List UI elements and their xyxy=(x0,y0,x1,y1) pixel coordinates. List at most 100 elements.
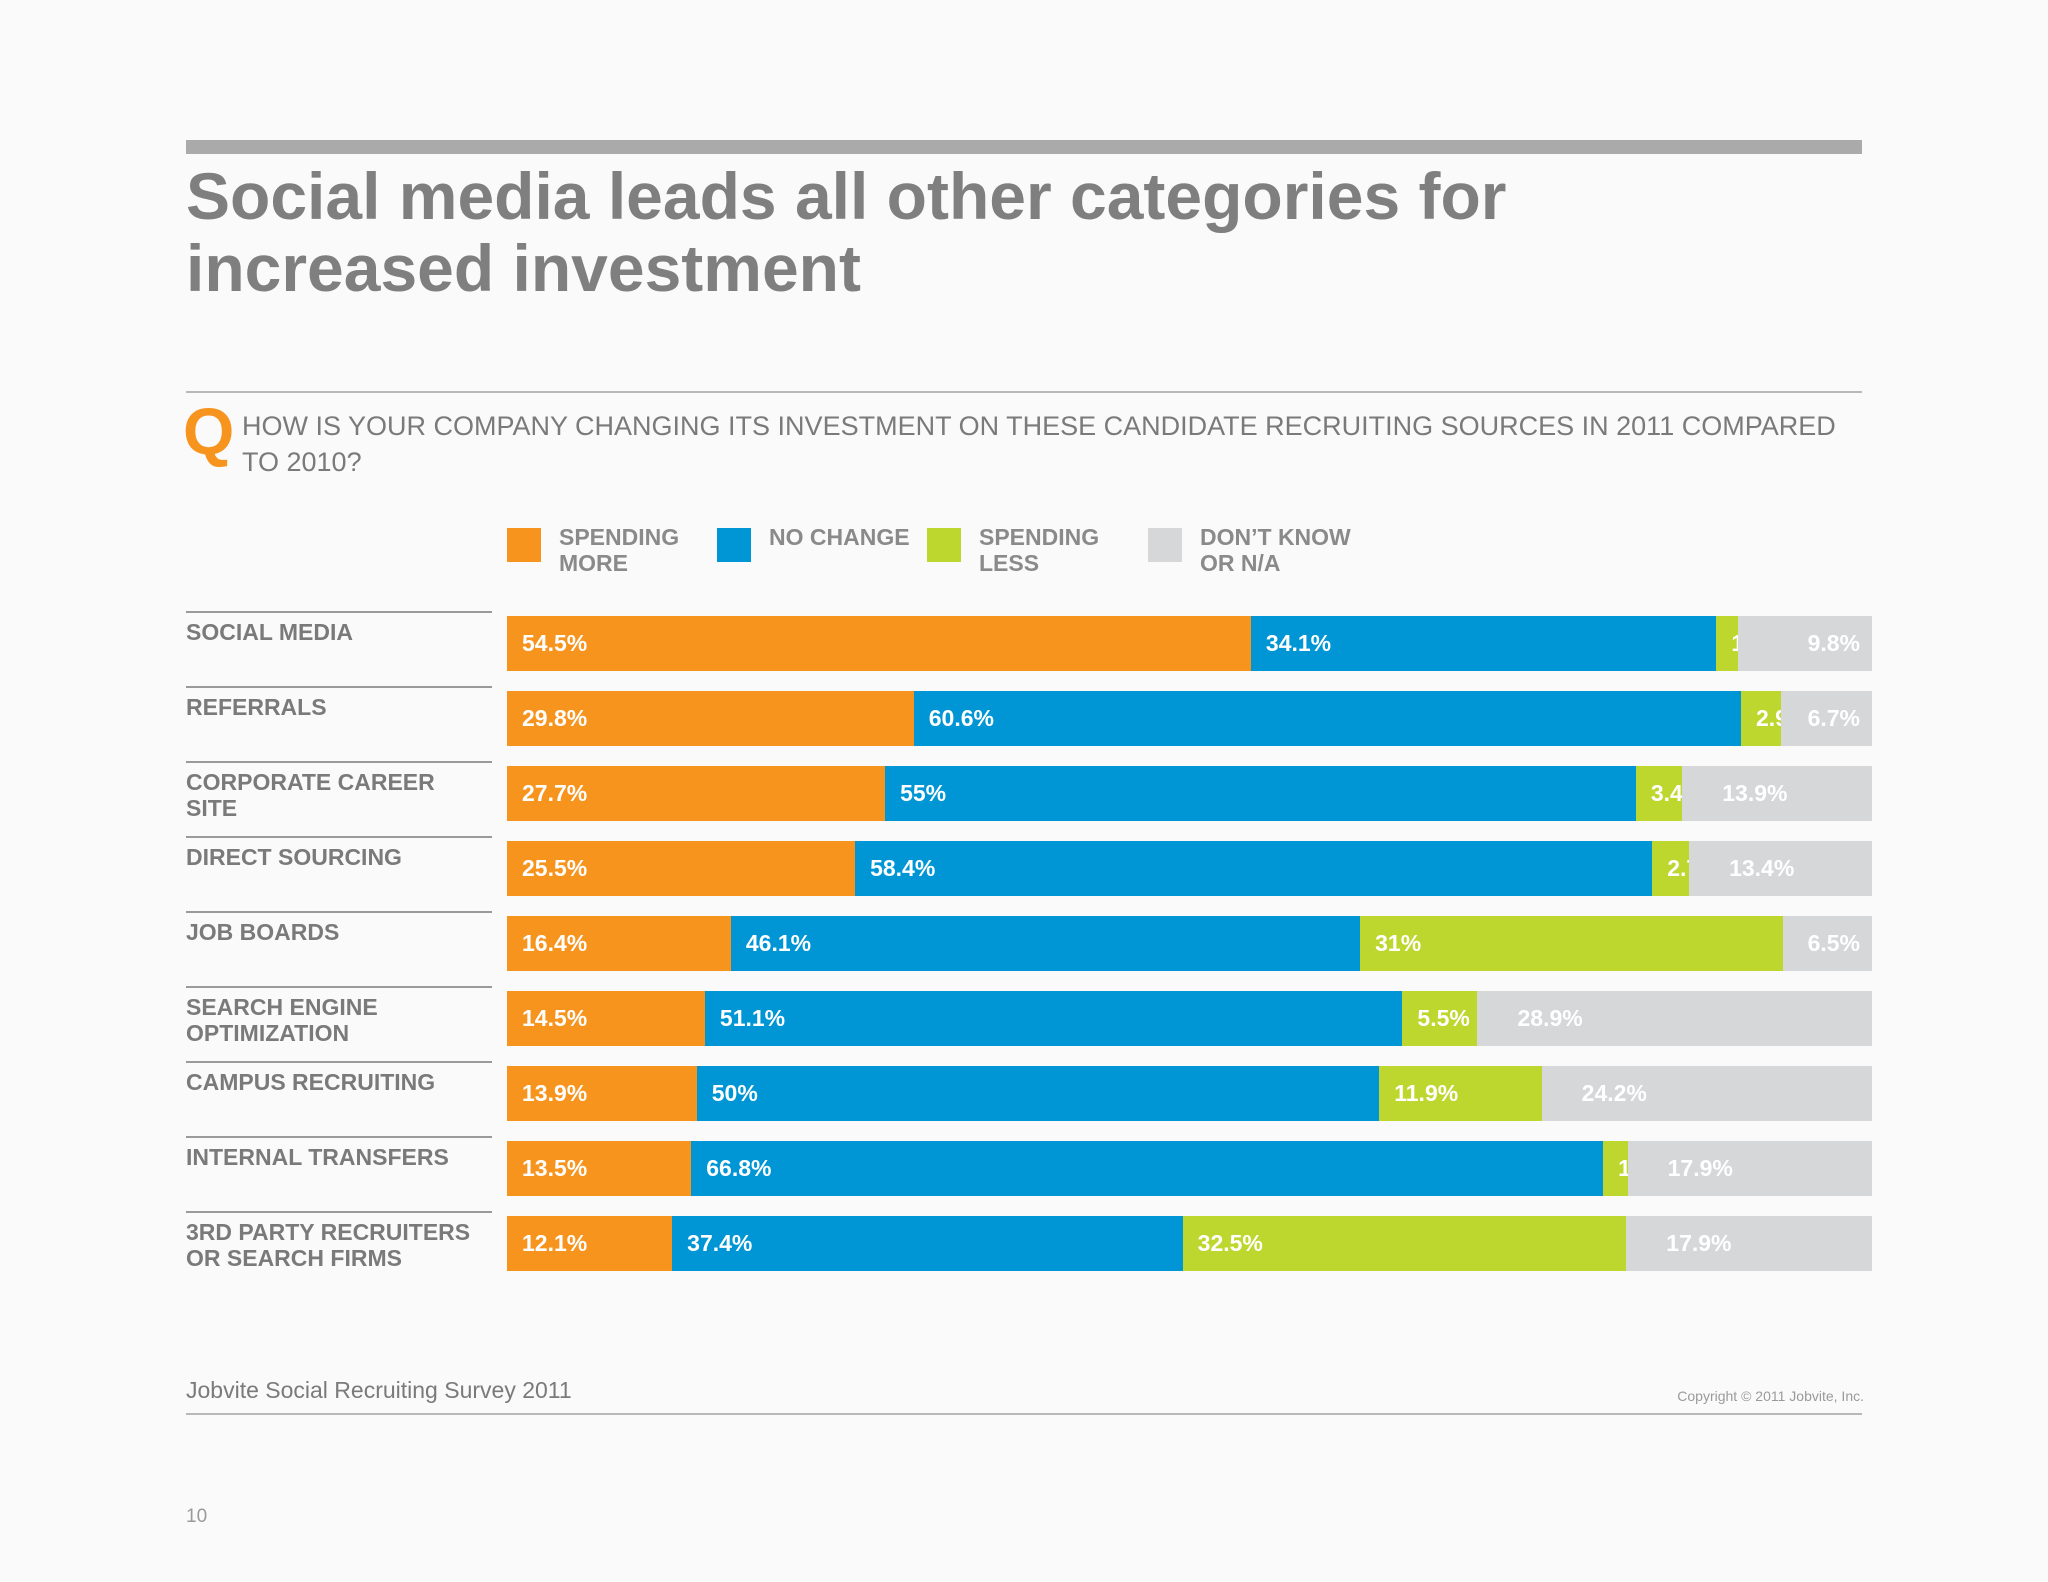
data-label: 51.1% xyxy=(719,1005,786,1031)
legend-item: DON’T KNOW OR N/A xyxy=(1148,524,1360,576)
bar-segment: 9.8% xyxy=(1738,616,1872,671)
data-label: 60.6% xyxy=(928,705,994,731)
question-mark-label: Q xyxy=(183,394,235,468)
data-label: 27.7% xyxy=(522,780,588,806)
category-label: SOCIAL MEDIA xyxy=(186,611,492,645)
bar-segment: 51.1% xyxy=(704,991,1403,1046)
bar-segment: 54.5% xyxy=(507,616,1251,671)
data-label: 28.9% xyxy=(1517,1005,1583,1031)
bar-segment: 60.6% xyxy=(913,691,1741,746)
divider xyxy=(186,391,1862,393)
data-label: 13.5% xyxy=(522,1155,588,1181)
data-label: 55% xyxy=(900,780,947,806)
bar-segment: 25.5% xyxy=(507,841,856,896)
legend-swatch xyxy=(1148,528,1182,562)
footer-divider xyxy=(186,1413,1862,1415)
data-label: 6.5% xyxy=(1807,930,1860,956)
bar-segment: 29.8% xyxy=(507,691,914,746)
legend-label: DON’T KNOW OR N/A xyxy=(1200,524,1351,576)
bar-segment: 6.7% xyxy=(1780,691,1872,746)
data-label: 31% xyxy=(1375,930,1422,956)
data-label: 32.5% xyxy=(1197,1230,1263,1256)
bar-segment: 12.1% xyxy=(507,1216,673,1271)
bar-segment: 50% xyxy=(696,1066,1380,1121)
category-label: CAMPUS RECRUITING xyxy=(186,1061,492,1095)
category-label: CORPORATE CAREER SITE xyxy=(186,761,492,821)
bar-segment: 34.1% xyxy=(1250,616,1717,671)
legend-swatch xyxy=(927,528,961,562)
data-label: 58.4% xyxy=(870,855,936,881)
bar-segment: 55% xyxy=(885,766,1636,821)
bar-row: 27.7% 55% 3.4% 13.9% xyxy=(507,766,1872,821)
category-label: SEARCH ENGINE OPTIMIZATION xyxy=(186,986,492,1046)
bar-row: 16.4% 46.1% 31% 6.5% xyxy=(507,916,1872,971)
legend-label: SPENDING MORE xyxy=(559,524,680,576)
bar-segment: 1.6% xyxy=(1716,616,1784,671)
bar-segment: 17.9% xyxy=(1627,1141,1872,1196)
data-label: 24.2% xyxy=(1581,1080,1647,1106)
bar-segment: 24.2% xyxy=(1541,1066,1872,1121)
data-label: 12.1% xyxy=(522,1230,588,1256)
bar-segment: 16.4% xyxy=(507,916,731,971)
data-label: 17.9% xyxy=(1666,1230,1732,1256)
data-label: 13.4% xyxy=(1729,855,1795,881)
bar-row: 13.5% 66.8% 1.8%17.9% xyxy=(507,1141,1872,1196)
bar-row: 14.5% 51.1% 5.5% 28.9% xyxy=(507,991,1872,1046)
copyright-text: Copyright © 2011 Jobvite, Inc. xyxy=(1677,1388,1864,1404)
data-label: 66.8% xyxy=(706,1155,772,1181)
data-label: 46.1% xyxy=(745,930,812,956)
data-label: 25.5% xyxy=(522,855,588,881)
legend-label: NO CHANGE xyxy=(769,524,910,550)
data-label: 16.4% xyxy=(522,930,588,956)
bar-segment: 66.8% xyxy=(691,1141,1604,1196)
data-label: 34.1% xyxy=(1265,630,1332,656)
bar-segment: 58.4% xyxy=(855,841,1653,896)
bar-segment: 13.4% xyxy=(1689,841,1872,896)
data-label: 54.5% xyxy=(522,630,588,656)
legend-item: SPENDING LESS xyxy=(927,524,1139,576)
bar-segment: 37.4% xyxy=(672,1216,1183,1271)
data-label: 13.9% xyxy=(1722,780,1788,806)
bar-segment: 2.9% xyxy=(1740,691,1808,746)
bar-row: 12.1% 37.4% 32.5% 17.9% xyxy=(507,1216,1872,1271)
category-label: 3RD PARTY RECRUITERS OR SEARCH FIRMS xyxy=(186,1211,492,1271)
data-label: 9.8% xyxy=(1807,630,1860,656)
bar-segment: 13.9% xyxy=(1682,766,1872,821)
page-number: 10 xyxy=(186,1506,208,1527)
legend-item: NO CHANGE xyxy=(717,524,929,562)
category-label: INTERNAL TRANSFERS xyxy=(186,1136,492,1170)
data-label: 6.7% xyxy=(1807,705,1860,731)
data-label: 11.9% xyxy=(1394,1080,1459,1106)
bar-segment: 2.7% xyxy=(1652,841,1720,896)
data-label: 13.9% xyxy=(522,1080,588,1106)
header-bar xyxy=(186,140,1862,154)
bar-segment: 27.7% xyxy=(507,766,886,821)
bar-row: 29.8% 60.6% 2.9%6.7% xyxy=(507,691,1872,746)
bar-segment: 13.9% xyxy=(507,1066,697,1121)
legend-item: SPENDING MORE xyxy=(507,524,719,576)
category-label: JOB BOARDS xyxy=(186,911,492,945)
data-label: 50% xyxy=(711,1080,758,1106)
bar-segment: 11.9% xyxy=(1379,1066,1542,1121)
bar-segment: 17.9% xyxy=(1626,1216,1872,1271)
data-label: 5.5% xyxy=(1417,1005,1470,1031)
bar-segment: 6.5% xyxy=(1783,916,1872,971)
category-label: DIRECT SOURCING xyxy=(186,836,492,870)
bar-row: 54.5% 34.1% 1.6% 9.8% xyxy=(507,616,1872,671)
source-text: Jobvite Social Recruiting Survey 2011 xyxy=(186,1377,572,1403)
bar-segment: 32.5% xyxy=(1182,1216,1627,1271)
legend-label: SPENDING LESS xyxy=(979,524,1100,576)
bar-segment: 13.5% xyxy=(507,1141,692,1196)
question-text: HOW IS YOUR COMPANY CHANGING ITS INVESTM… xyxy=(242,411,1836,477)
bar-segment: 14.5% xyxy=(507,991,705,1046)
bar-segment: 5.5% xyxy=(1402,991,1478,1046)
data-label: 37.4% xyxy=(687,1230,753,1256)
data-label: 17.9% xyxy=(1667,1155,1733,1181)
legend-swatch xyxy=(717,528,751,562)
page-title: Social media leads all other categories … xyxy=(186,159,1507,305)
bar-segment: 3.4% xyxy=(1635,766,1703,821)
bar-row: 13.9% 50% 11.9% 24.2% xyxy=(507,1066,1872,1121)
bar-segment: 31% xyxy=(1360,916,1784,971)
bar-segment: 28.9% xyxy=(1477,991,1872,1046)
